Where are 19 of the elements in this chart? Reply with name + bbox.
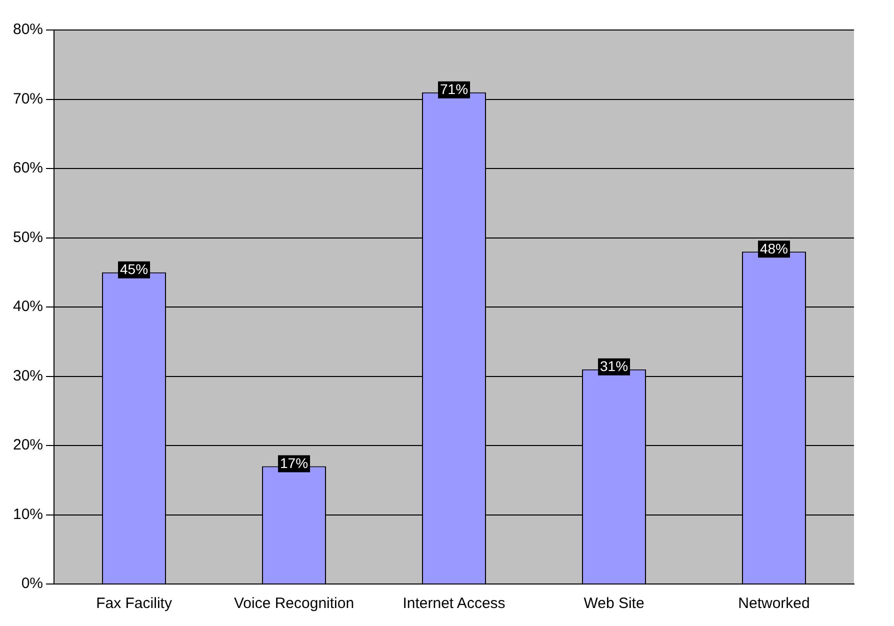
- x-tick-label: Internet Access: [402, 595, 506, 612]
- x-tick-label: Voice Recognition: [234, 595, 354, 612]
- data-label: 31%: [600, 358, 628, 374]
- x-tick-label: Networked: [738, 595, 810, 612]
- data-label: 71%: [440, 81, 468, 98]
- y-tick-label: 10%: [12, 506, 44, 523]
- y-tick-label: 20%: [12, 436, 44, 454]
- data-label: 48%: [760, 240, 788, 256]
- y-tick-label: 80%: [12, 21, 44, 38]
- y-tick-label: 60%: [12, 160, 44, 177]
- y-tick-label: 70%: [12, 90, 44, 108]
- data-label: 17%: [280, 455, 308, 472]
- x-tick-label: Web Site: [584, 595, 644, 612]
- x-tick-label: Fax Facility: [96, 595, 172, 612]
- y-tick-label: 30%: [12, 367, 44, 384]
- y-tick-label: 0%: [21, 575, 44, 592]
- y-tick-label: 50%: [12, 228, 44, 246]
- data-label: 45%: [120, 261, 148, 278]
- y-tick-label: 40%: [12, 298, 44, 316]
